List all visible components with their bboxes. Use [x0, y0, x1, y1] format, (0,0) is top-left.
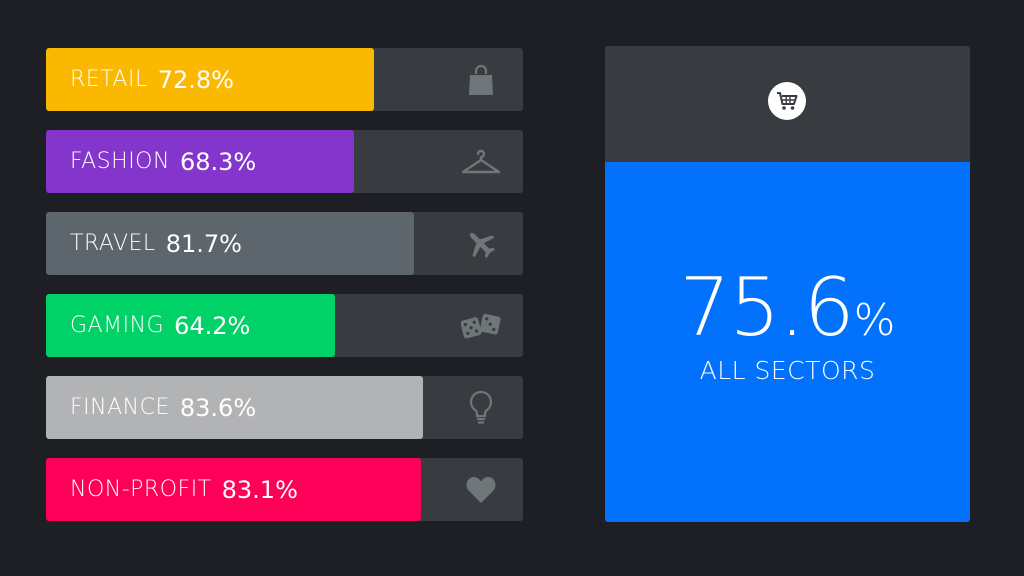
bar-row-retail: RETAIL 72.8%	[46, 48, 523, 111]
lightbulb-icon	[461, 376, 501, 439]
bar-fill-finance	[46, 376, 423, 439]
summary-number: 75.6	[679, 261, 855, 354]
bar-fill-gaming	[46, 294, 335, 357]
bar-label-retail: RETAIL	[70, 67, 148, 92]
sector-bar-list: RETAIL 72.8% FASHION 68.3%	[46, 48, 523, 540]
bar-row-fashion: FASHION 68.3%	[46, 130, 523, 193]
summary-label: ALL SECTORS	[699, 356, 876, 385]
shopping-cart-icon	[768, 82, 806, 120]
hanger-icon	[461, 130, 501, 193]
bar-label-travel: TRAVEL	[70, 231, 156, 256]
bar-row-travel: TRAVEL 81.7%	[46, 212, 523, 275]
bar-label-non-profit: NON-PROFIT	[70, 477, 212, 502]
bar-row-non-profit: NON-PROFIT 83.1%	[46, 458, 523, 521]
summary-unit: %	[853, 295, 896, 346]
bar-label-finance: FINANCE	[70, 395, 170, 420]
summary-card-fill	[605, 162, 970, 522]
bar-label-gaming: GAMING	[70, 313, 165, 338]
bar-value-retail: 72.8%	[157, 65, 234, 94]
bar-fill-travel	[46, 212, 414, 275]
bar-fill-retail	[46, 48, 374, 111]
heart-icon	[461, 458, 501, 521]
bar-row-gaming: GAMING 64.2%	[46, 294, 523, 357]
summary-card: 75.6% ALL SECTORS	[605, 46, 970, 522]
bar-value-finance: 83.6%	[179, 393, 257, 422]
bar-fill-fashion	[46, 130, 354, 193]
bar-value-gaming: 64.2%	[174, 311, 251, 340]
bar-row-finance: FINANCE 83.6%	[46, 376, 523, 439]
summary-value: 75.6%	[605, 261, 970, 354]
shopping-bag-icon	[461, 48, 501, 111]
airplane-icon	[461, 212, 501, 275]
bar-label-fashion: FASHION	[70, 149, 170, 174]
dice-icon	[461, 294, 501, 357]
bar-fill-non-profit	[46, 458, 421, 521]
bar-value-travel: 81.7%	[165, 229, 242, 258]
bar-value-non-profit: 83.1%	[221, 475, 298, 504]
summary-card-header	[605, 46, 970, 159]
bar-value-fashion: 68.3%	[179, 147, 257, 176]
